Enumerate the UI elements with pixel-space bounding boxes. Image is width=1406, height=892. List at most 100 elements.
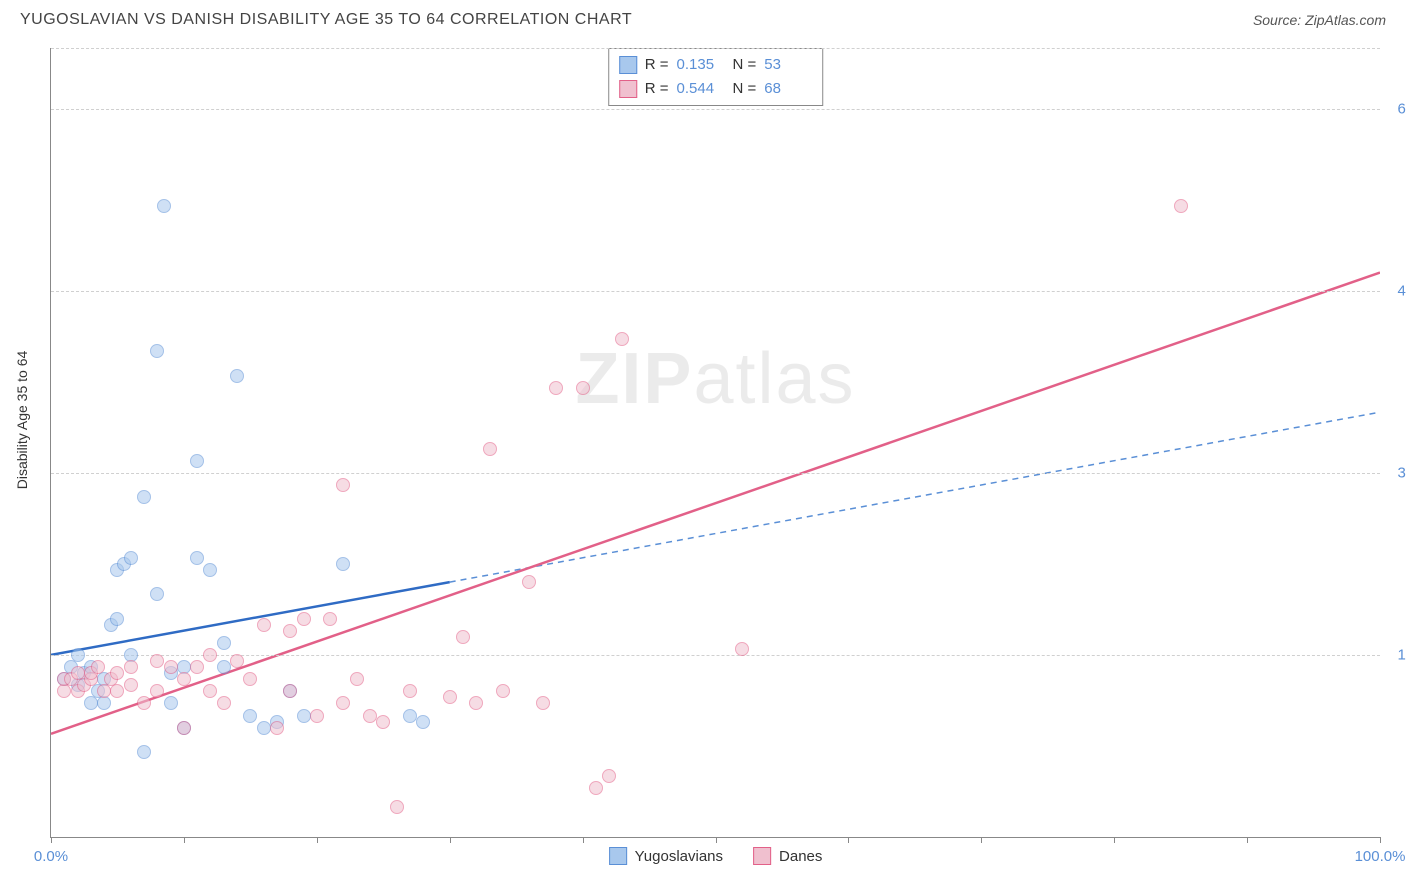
scatter-point <box>390 800 404 814</box>
scatter-point <box>110 684 124 698</box>
scatter-point <box>363 709 377 723</box>
x-tick <box>981 837 982 843</box>
scatter-point <box>91 660 105 674</box>
correlation-stats-box: R = 0.135 N = 53 R = 0.544 N = 68 <box>608 48 824 106</box>
grid-line <box>51 473 1380 474</box>
scatter-point <box>297 709 311 723</box>
scatter-point <box>203 648 217 662</box>
legend-item-danes: Danes <box>753 847 822 865</box>
r-value-danes: 0.544 <box>677 77 725 101</box>
x-tick <box>450 837 451 843</box>
stats-row-danes: R = 0.544 N = 68 <box>619 77 813 101</box>
watermark-zip: ZIP <box>575 339 693 419</box>
grid-line <box>51 291 1380 292</box>
r-label: R = <box>645 77 669 101</box>
scatter-point <box>190 660 204 674</box>
scatter-point <box>110 612 124 626</box>
scatter-point <box>230 369 244 383</box>
scatter-point <box>443 690 457 704</box>
chart-title: YUGOSLAVIAN VS DANISH DISABILITY AGE 35 … <box>20 11 632 29</box>
legend-label-danes: Danes <box>779 848 822 865</box>
scatter-point <box>137 745 151 759</box>
y-tick-label: 45.0% <box>1385 280 1406 301</box>
source-name: ZipAtlas.com <box>1305 12 1386 28</box>
scatter-point <box>137 696 151 710</box>
bottom-legend: Yugoslavians Danes <box>609 847 823 865</box>
scatter-point <box>270 721 284 735</box>
legend-item-yugo: Yugoslavians <box>609 847 723 865</box>
scatter-point <box>230 654 244 668</box>
watermark: ZIPatlas <box>575 338 855 420</box>
r-label: R = <box>645 53 669 77</box>
trend-line <box>450 412 1380 582</box>
grid-line <box>51 655 1380 656</box>
scatter-point <box>190 454 204 468</box>
scatter-point <box>336 696 350 710</box>
y-axis-label: Disability Age 35 to 64 <box>14 351 30 490</box>
source-attribution: Source: ZipAtlas.com <box>1253 12 1386 28</box>
x-tick <box>583 837 584 843</box>
x-tick <box>1247 837 1248 843</box>
n-value-danes: 68 <box>764 77 812 101</box>
scatter-point <box>57 684 71 698</box>
scatter-point <box>1174 199 1188 213</box>
scatter-point <box>124 551 138 565</box>
scatter-point <box>124 660 138 674</box>
scatter-point <box>84 696 98 710</box>
scatter-point <box>403 684 417 698</box>
scatter-point <box>177 672 191 686</box>
scatter-point <box>735 642 749 656</box>
scatter-point <box>310 709 324 723</box>
swatch-danes <box>619 80 637 98</box>
swatch-yugo <box>609 847 627 865</box>
chart-header: YUGOSLAVIAN VS DANISH DISABILITY AGE 35 … <box>0 0 1406 40</box>
scatter-point <box>164 660 178 674</box>
scatter-point <box>243 709 257 723</box>
scatter-point <box>376 715 390 729</box>
scatter-point <box>257 721 271 735</box>
scatter-point <box>336 478 350 492</box>
x-tick <box>716 837 717 843</box>
swatch-yugo <box>619 56 637 74</box>
legend-label-yugo: Yugoslavians <box>635 848 723 865</box>
x-tick <box>1114 837 1115 843</box>
scatter-point <box>469 696 483 710</box>
scatter-point <box>71 648 85 662</box>
trend-line <box>51 273 1380 734</box>
scatter-point <box>257 618 271 632</box>
scatter-point <box>283 624 297 638</box>
n-value-yugo: 53 <box>764 53 812 77</box>
x-tick-label: 0.0% <box>34 848 68 865</box>
source-prefix: Source: <box>1253 12 1301 28</box>
scatter-point <box>217 696 231 710</box>
scatter-point <box>203 563 217 577</box>
scatter-point <box>150 654 164 668</box>
n-label: N = <box>733 53 757 77</box>
scatter-point <box>522 575 536 589</box>
scatter-point <box>549 381 563 395</box>
y-tick-label: 30.0% <box>1385 462 1406 483</box>
scatter-point <box>97 684 111 698</box>
scatter-point <box>483 442 497 456</box>
y-tick-label: 60.0% <box>1385 98 1406 119</box>
scatter-point <box>137 490 151 504</box>
scatter-point <box>323 612 337 626</box>
scatter-point <box>97 696 111 710</box>
scatter-point <box>164 696 178 710</box>
scatter-point <box>110 666 124 680</box>
x-tick <box>317 837 318 843</box>
scatter-point <box>217 636 231 650</box>
x-tick <box>1380 837 1381 843</box>
scatter-point <box>536 696 550 710</box>
x-tick <box>848 837 849 843</box>
scatter-point <box>496 684 510 698</box>
scatter-point <box>350 672 364 686</box>
scatter-point <box>297 612 311 626</box>
scatter-point <box>203 684 217 698</box>
scatter-point <box>217 660 231 674</box>
n-label: N = <box>733 77 757 101</box>
x-tick-label: 100.0% <box>1355 848 1406 865</box>
scatter-point <box>615 332 629 346</box>
scatter-point <box>416 715 430 729</box>
scatter-point <box>336 557 350 571</box>
